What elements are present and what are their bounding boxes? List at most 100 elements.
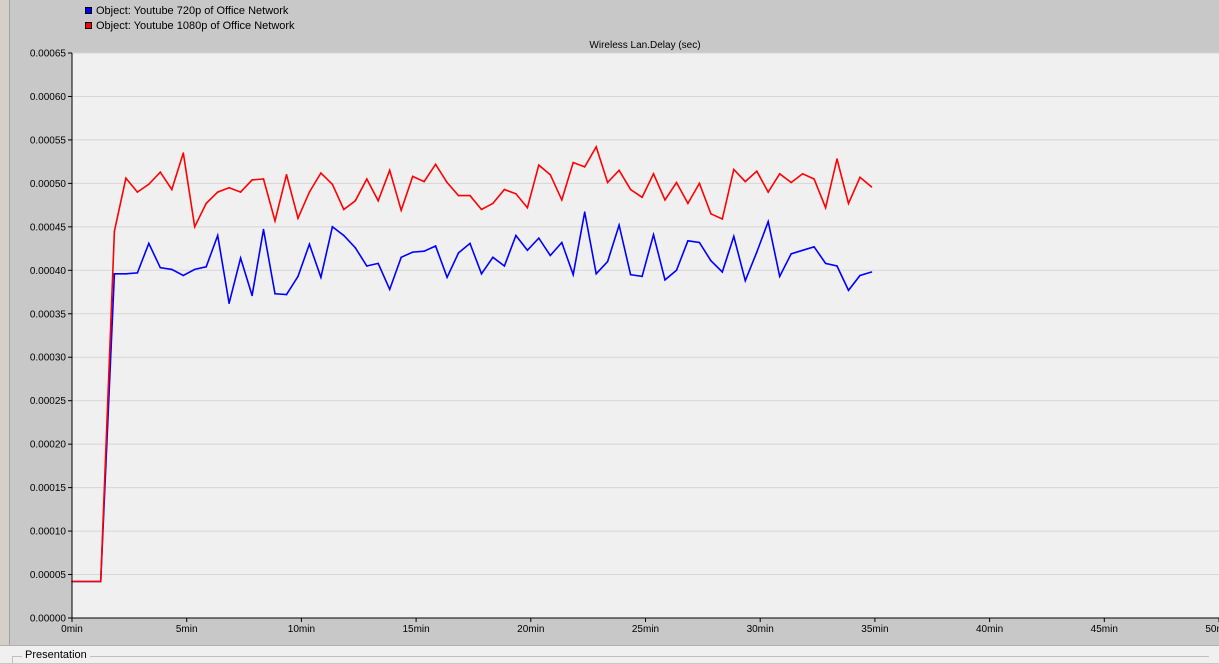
x-tick-label-3: 15min <box>402 624 429 635</box>
series-0-point-28 <box>411 251 414 253</box>
x-tick-label-4: 20min <box>517 624 544 635</box>
series-0-point-67 <box>859 274 861 277</box>
presentation-label: Presentation <box>22 649 90 661</box>
x-tick-label-0: 0min <box>61 624 83 635</box>
series-1-point-26 <box>388 169 391 172</box>
chart-title: Wireless Lan.Delay (sec) <box>589 40 700 51</box>
x-tick-label-1: 5min <box>176 624 198 635</box>
series-0-point-46 <box>618 224 620 226</box>
y-tick-label-9: 0.00045 <box>30 222 67 233</box>
series-1-point-60 <box>778 173 781 175</box>
series-0-point-63 <box>813 246 815 248</box>
series-0-point-12 <box>228 302 230 305</box>
series-1-point-61 <box>790 181 792 184</box>
series-0-point-14 <box>251 294 253 297</box>
series-1-point-24 <box>366 178 368 180</box>
series-0-point-56 <box>733 235 735 238</box>
series-1-point-41 <box>561 199 563 201</box>
series-1-point-42 <box>572 161 574 164</box>
series-0-point-10 <box>205 266 207 268</box>
y-axis-ticks: 0.00000 0.00005 0.00010 0.00015 0.00020 0.000… <box>30 49 72 625</box>
y-tick-label-8: 0.00040 <box>30 266 67 277</box>
series-1-point-23 <box>354 200 357 202</box>
legend-item-1080p: Object: Youtube 1080p of Office Network <box>85 18 295 33</box>
delay-chart: Wireless Lan.Delay (sec) 0.000000.000050… <box>30 40 1219 635</box>
series-0-point-52 <box>687 240 689 242</box>
x-tick-label-6: 30min <box>747 624 774 635</box>
series-0-point-53 <box>698 241 701 244</box>
series-0-point-65 <box>836 265 838 267</box>
series-1-point-11 <box>216 191 219 193</box>
plot-area <box>72 53 1219 618</box>
series-1-point-27 <box>400 209 403 212</box>
series-0-point-62 <box>801 249 804 252</box>
series-0-point-17 <box>285 293 288 296</box>
series-0-point-25 <box>377 262 380 265</box>
series-0-point-42 <box>572 273 574 276</box>
y-tick-label-10: 0.00050 <box>30 179 67 190</box>
series-0-point-6 <box>159 266 162 269</box>
series-1-point-37 <box>515 193 517 195</box>
series-1-point-20 <box>320 172 322 174</box>
y-tick-label-13: 0.00065 <box>30 49 67 60</box>
series-0-point-64 <box>824 262 827 265</box>
series-1-point-68 <box>870 186 873 188</box>
series-1-point-50 <box>664 199 666 201</box>
series-1-point-4 <box>136 191 139 193</box>
series-0-point-22 <box>343 234 345 237</box>
series-1-point-53 <box>698 182 701 185</box>
series-1-point-56 <box>733 168 735 171</box>
y-tick-label-12: 0.00060 <box>30 92 67 103</box>
series-1-point-48 <box>641 196 643 199</box>
series-0-point-66 <box>847 289 850 292</box>
series-1-point-63 <box>813 178 815 180</box>
series-0-point-13 <box>239 257 242 259</box>
series-1-point-33 <box>469 194 471 197</box>
series-1-point-17 <box>285 173 288 176</box>
series-1-point-65 <box>836 158 838 160</box>
series-0-point-36 <box>503 265 506 267</box>
series-1-point-22 <box>343 208 345 211</box>
legend-swatch-1080p <box>85 22 92 29</box>
x-tick-label-8: 40min <box>976 624 1003 635</box>
series-1-point-34 <box>480 208 483 211</box>
series-0-point-47 <box>629 273 632 276</box>
series-1-point-49 <box>652 173 655 175</box>
series-0-point-26 <box>388 288 391 291</box>
series-0-point-34 <box>480 273 483 275</box>
series-1-point-47 <box>629 188 632 191</box>
series-1-point-6 <box>159 171 162 173</box>
series-0-point-29 <box>423 250 425 252</box>
series-0-point-9 <box>193 268 196 271</box>
series-1-point-14 <box>251 179 253 181</box>
series-0-point-55 <box>721 271 724 273</box>
series-1-point-10 <box>205 202 207 205</box>
series-0-point-8 <box>182 274 185 277</box>
series-1-point-55 <box>721 218 724 220</box>
series-1-point-62 <box>801 173 804 175</box>
series-1-point-18 <box>297 217 299 219</box>
series-0-point-54 <box>710 259 712 262</box>
y-tick-label-0: 0.00000 <box>30 614 67 625</box>
y-tick-label-3: 0.00015 <box>30 483 67 494</box>
series-1-point-3 <box>125 177 127 179</box>
y-tick-label-7: 0.00035 <box>30 309 67 320</box>
series-0-point-45 <box>606 260 609 263</box>
series-1-point-57 <box>744 180 747 183</box>
series-1-point-2 <box>113 230 116 232</box>
series-0-point-39 <box>538 237 540 239</box>
series-1-point-38 <box>526 206 529 209</box>
series-1-point-31 <box>446 181 448 184</box>
left-panel-edge <box>0 0 10 663</box>
series-1-point-12 <box>228 186 230 189</box>
series-1-point-44 <box>595 146 597 148</box>
x-tick-label-7: 35min <box>861 624 888 635</box>
series-1-point-5 <box>148 183 150 186</box>
series-1-point-58 <box>756 170 758 172</box>
series-1-point-43 <box>583 166 586 168</box>
series-0-point-48 <box>641 275 643 278</box>
series-0-point-68 <box>870 271 873 273</box>
series-0-point-35 <box>492 256 494 259</box>
x-tick-label-2: 10min <box>288 624 315 635</box>
